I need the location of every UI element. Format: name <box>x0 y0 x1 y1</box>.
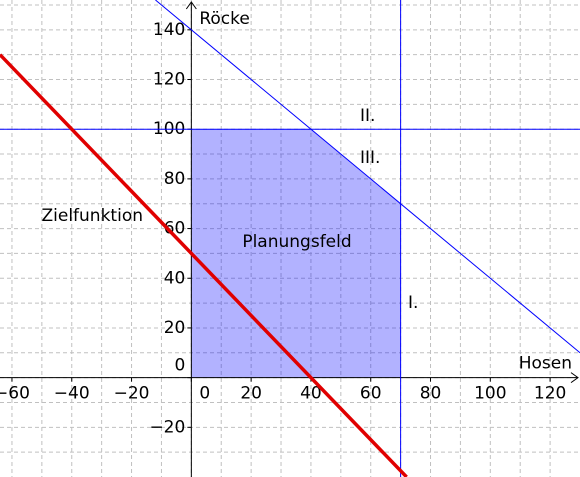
x-axis-arrow <box>570 372 579 384</box>
y-tick-label: 120 <box>153 70 185 90</box>
line-label: Zielfunktion <box>42 206 144 226</box>
x-tick-label: 0 <box>199 384 210 404</box>
y-axis-arrow <box>185 1 197 10</box>
planning-region <box>191 129 401 378</box>
y-tick-label: 20 <box>164 318 186 338</box>
line-label: I. <box>408 293 418 313</box>
x-tick-label: 80 <box>420 384 442 404</box>
line-label: II. <box>360 106 375 126</box>
x-axis-label: Hosen <box>519 354 572 374</box>
objective-line <box>0 53 408 477</box>
x-tick-label: 100 <box>474 384 506 404</box>
y-tick-label: 140 <box>153 20 185 40</box>
y-tick-label: 80 <box>164 169 186 189</box>
region-label: Planungsfeld <box>242 232 351 252</box>
x-tick-label: 40 <box>300 384 322 404</box>
y-tick-label: 60 <box>164 219 186 239</box>
x-tick-label: 120 <box>534 384 566 404</box>
x-tick-label: −20 <box>114 384 150 404</box>
line-label: III. <box>360 148 380 168</box>
y-axis-label: Röcke <box>199 9 250 29</box>
x-tick-label: 20 <box>240 384 262 404</box>
y-tick-label: −20 <box>149 417 185 437</box>
y-tick-label: 40 <box>164 268 186 288</box>
x-tick-label: −40 <box>54 384 90 404</box>
x-tick-label: 60 <box>360 384 382 404</box>
constraint-line <box>155 0 580 354</box>
x-tick-label: −60 <box>0 384 30 404</box>
y-tick-label: 0 <box>175 356 186 376</box>
